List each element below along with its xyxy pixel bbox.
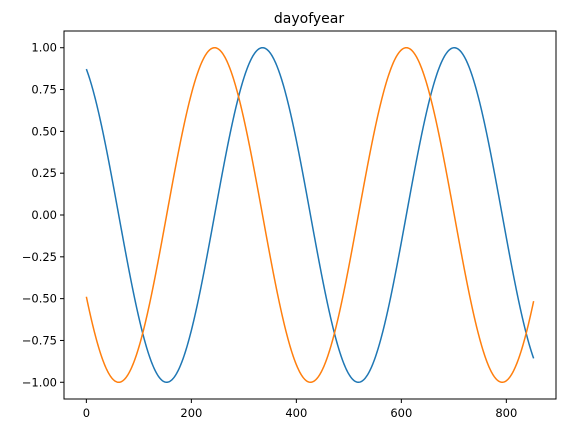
x-axis: 0 200 400 600 800	[83, 399, 517, 420]
y-tick-label: −0.75	[22, 333, 57, 347]
series-line-2	[85, 46, 535, 384]
x-tick-label: 200	[180, 406, 202, 420]
y-tick-label: −0.25	[22, 250, 57, 264]
x-tick-label: 800	[495, 406, 517, 420]
x-tick-label: 0	[83, 406, 90, 420]
y-tick-label: 0.50	[31, 124, 57, 138]
y-tick-label: −1.00	[22, 375, 57, 389]
y-tick-label: 0.75	[31, 83, 57, 97]
y-tick-label: 0.25	[31, 166, 57, 180]
chart-title: dayofyear	[274, 11, 344, 27]
plot-lines	[85, 46, 535, 384]
y-axis: −1.00 −0.75 −0.50 −0.25 0.00 0.25 0.50 0.75 1.00	[22, 41, 64, 389]
series-line-1	[85, 46, 535, 384]
y-tick-label: 1.00	[31, 41, 57, 55]
x-tick-label: 600	[390, 406, 412, 420]
x-tick-label: 400	[285, 406, 307, 420]
y-tick-label: 0.00	[31, 208, 57, 222]
y-tick-label: −0.50	[22, 292, 57, 306]
